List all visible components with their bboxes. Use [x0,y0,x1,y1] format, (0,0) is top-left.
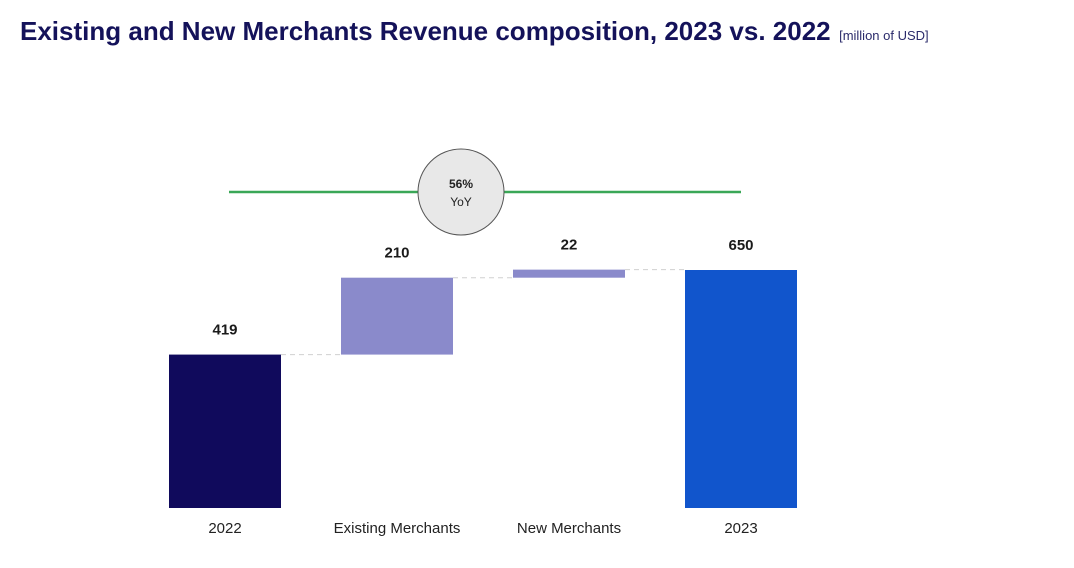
title-row: Existing and New Merchants Revenue compo… [20,16,929,47]
connectors [281,269,685,356]
category-label-new-merchants: New Merchants [517,520,621,537]
value-labels: 419 210 22 650 [212,237,753,339]
value-label-2022: 419 [212,322,237,339]
bar-2022 [169,354,281,508]
category-labels: 2022 Existing Merchants New Merchants 2023 [208,520,757,537]
yoy-label: YoY [450,195,472,209]
value-label-2023: 650 [728,237,753,254]
category-label-existing-merchants: Existing Merchants [334,520,461,537]
category-label-2022: 2022 [208,520,241,537]
bar-existing-merchants [341,277,453,355]
bars [169,269,797,508]
bar-new-merchants [513,269,625,278]
bar-2023 [685,270,797,508]
value-label-new-merchants: 22 [561,237,578,254]
category-label-2023: 2023 [724,520,757,537]
yoy-circle [417,148,505,236]
value-label-existing-merchants: 210 [384,245,409,262]
chart-title: Existing and New Merchants Revenue compo… [20,16,831,46]
yoy-value: 56% [449,177,473,191]
chart-units: [million of USD] [839,28,929,43]
